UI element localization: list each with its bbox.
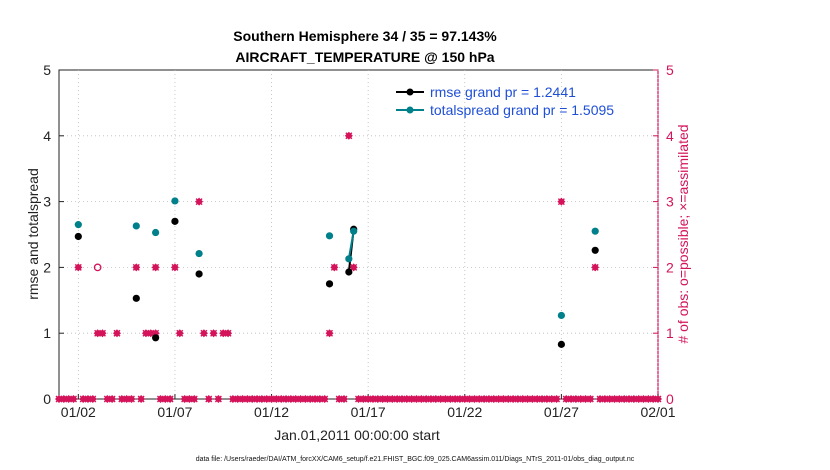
obs-zero-marker-cross bbox=[553, 395, 561, 403]
series-1-point bbox=[74, 221, 82, 229]
obs-assimilated-marker-cross bbox=[152, 263, 160, 271]
series-1-point bbox=[325, 232, 334, 240]
obs-zero-marker-cross bbox=[205, 395, 213, 403]
obs-assimilated-marker-cross bbox=[176, 329, 184, 337]
x-tick-label: 02/01 bbox=[640, 404, 675, 420]
series-1-point bbox=[152, 228, 160, 237]
obs-assimilated-marker-cross bbox=[591, 263, 599, 271]
obs-assimilated-marker-cross bbox=[132, 263, 140, 271]
obs-assimilated-marker-cross bbox=[200, 329, 208, 337]
obs-assimilated-marker-cross bbox=[98, 329, 106, 337]
series-0-point bbox=[591, 246, 599, 254]
obs-zero-marker-cross bbox=[69, 395, 77, 403]
series-markers bbox=[74, 197, 599, 348]
series-0-point bbox=[195, 270, 203, 278]
series-1-segment bbox=[347, 231, 355, 260]
obs-assimilated-marker-cross bbox=[171, 263, 179, 271]
y-tick-label: 2 bbox=[43, 259, 51, 275]
obs-assimilated-marker-cross bbox=[330, 263, 338, 271]
x-tick-label: 01/07 bbox=[157, 404, 192, 420]
series-0-point bbox=[74, 232, 82, 241]
y-right-tick-label: 1 bbox=[666, 325, 674, 341]
series-0-point bbox=[132, 294, 140, 302]
obs-assimilated-marker-cross bbox=[326, 329, 334, 337]
series-1-point bbox=[195, 249, 203, 258]
y-tick-label: 0 bbox=[43, 391, 51, 407]
x-tick-label: 01/17 bbox=[351, 404, 386, 420]
y-tick-label: 4 bbox=[43, 128, 51, 144]
legend-rmse-label: rmse grand pr = 1.2441 bbox=[430, 84, 576, 100]
series-1-point bbox=[350, 227, 358, 235]
obs-assimilated-marker-cross bbox=[224, 329, 232, 337]
obs-possible-marker bbox=[93, 263, 102, 272]
series-1-point bbox=[591, 227, 599, 235]
series-0-point bbox=[152, 334, 160, 342]
obs-assimilated-marker-cross bbox=[74, 263, 82, 271]
obs-zero-marker-cross bbox=[127, 395, 135, 403]
obs-assimilated-marker-cross bbox=[195, 198, 203, 206]
legend: rmse grand pr = 1.2441 totalspread grand… bbox=[396, 84, 614, 118]
y-right-tick-label: 2 bbox=[666, 259, 674, 275]
obs-assimilated-marker-cross bbox=[350, 263, 358, 271]
obs-assimilated-marker-cross bbox=[345, 132, 353, 140]
obs-assimilated-marker-cross bbox=[210, 329, 218, 337]
series-1-point bbox=[557, 311, 565, 320]
obs-zero-marker-cross bbox=[586, 395, 594, 403]
series-1-point bbox=[171, 197, 179, 205]
axis-ticks: 01/02 01/07 01/12 01/17 01/22 01/27 02/0101234… bbox=[43, 62, 676, 420]
grid bbox=[59, 70, 659, 399]
y-axis-right-label: # of obs: o=possible; ×=assimilated bbox=[675, 124, 691, 343]
obs-zero-marker-cross bbox=[89, 395, 97, 403]
obs-zero-marker-cross bbox=[340, 395, 348, 403]
chart-title: Southern Hemisphere 34 / 35 = 97.143% bbox=[233, 28, 497, 44]
y-tick-label: 5 bbox=[43, 62, 51, 78]
x-tick-label: 01/27 bbox=[544, 404, 579, 420]
series-1-point bbox=[345, 255, 353, 263]
obs-zero-marker-cross bbox=[190, 395, 198, 403]
obs-zero-marker-cross bbox=[321, 395, 329, 403]
obs-count-markers bbox=[55, 131, 662, 403]
x-tick-label: 01/22 bbox=[447, 404, 482, 420]
obs-zero-marker-cross bbox=[108, 395, 116, 403]
obs-assimilated-marker-cross bbox=[113, 329, 121, 337]
legend-rmse-marker bbox=[406, 88, 414, 96]
x-axis-label: Jan.01,2011 00:00:00 start bbox=[274, 427, 440, 443]
series-1-point bbox=[132, 222, 140, 230]
plot-frame bbox=[58, 69, 659, 400]
obs-zero-marker-cross bbox=[654, 395, 662, 403]
series-0-point bbox=[345, 268, 353, 276]
footnote: data file: /Users/raeder/DAI/ATM_forcXX/… bbox=[196, 456, 635, 463]
y-tick-label: 1 bbox=[43, 325, 51, 341]
series-0-point bbox=[557, 340, 565, 348]
legend-spread-label: totalspread grand pr = 1.5095 bbox=[430, 102, 614, 118]
series-0-point bbox=[171, 217, 179, 225]
y-tick-label: 3 bbox=[43, 194, 51, 210]
obs-zero-marker-cross bbox=[137, 395, 145, 403]
series-0-point bbox=[325, 280, 334, 288]
chart-subtitle: AIRCRAFT_TEMPERATURE @ 150 hPa bbox=[235, 49, 494, 65]
x-tick-label: 01/02 bbox=[61, 404, 96, 420]
legend-spread-marker bbox=[406, 106, 414, 114]
y-right-tick-label: 0 bbox=[666, 391, 674, 407]
obs-assimilated-marker-cross bbox=[557, 198, 565, 206]
obs-zero-marker-cross bbox=[166, 395, 174, 403]
x-tick-label: 01/12 bbox=[254, 404, 289, 420]
y-right-tick-label: 3 bbox=[666, 194, 674, 210]
y-right-tick-label: 4 bbox=[666, 128, 674, 144]
y-right-tick-label: 5 bbox=[666, 62, 674, 78]
y-axis-label: rmse and totalspread bbox=[25, 168, 41, 300]
obs-zero-marker-cross bbox=[214, 395, 222, 403]
